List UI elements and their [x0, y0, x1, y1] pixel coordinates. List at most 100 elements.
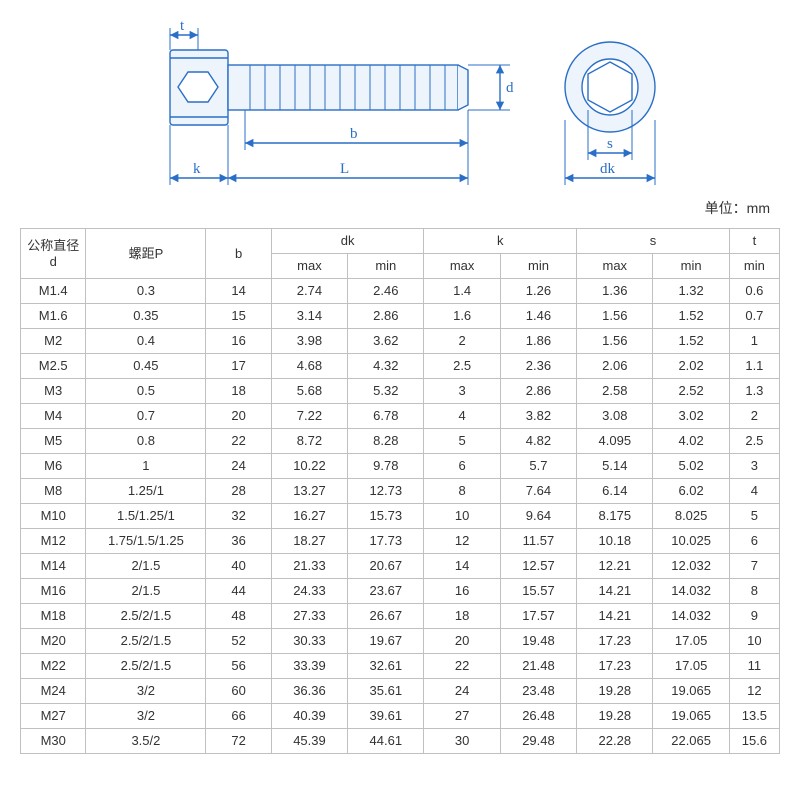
table-cell: 1.46	[500, 304, 576, 329]
table-cell: 2.58	[577, 379, 653, 404]
table-cell: 17.05	[653, 629, 729, 654]
table-row: M273/26640.3939.612726.4819.2819.06513.5	[21, 704, 780, 729]
table-cell: 4.095	[577, 429, 653, 454]
table-cell: 1.52	[653, 329, 729, 354]
table-cell: 1.4	[424, 279, 500, 304]
col-header-dk-min: min	[348, 254, 424, 279]
table-cell: 29.48	[500, 729, 576, 754]
table-cell: 20.67	[348, 554, 424, 579]
col-header-p: 螺距P	[86, 229, 206, 279]
table-cell: 52	[206, 629, 271, 654]
table-cell: 13.27	[271, 479, 347, 504]
table-cell: 12	[424, 529, 500, 554]
table-cell: M10	[21, 504, 86, 529]
table-cell: 2/1.5	[86, 554, 206, 579]
unit-label: 单位：mm	[705, 198, 770, 218]
table-cell: 30	[424, 729, 500, 754]
table-cell: 16	[206, 329, 271, 354]
table-cell: M5	[21, 429, 86, 454]
table-row: M222.5/2/1.55633.3932.612221.4817.2317.0…	[21, 654, 780, 679]
table-cell: 11	[729, 654, 779, 679]
table-cell: 7	[729, 554, 779, 579]
table-cell: 26.67	[348, 604, 424, 629]
table-cell: 23.67	[348, 579, 424, 604]
table-cell: 2.74	[271, 279, 347, 304]
col-header-s-max: max	[577, 254, 653, 279]
table-cell: 14	[424, 554, 500, 579]
table-cell: 2.06	[577, 354, 653, 379]
table-cell: 35.61	[348, 679, 424, 704]
table-cell: 2.46	[348, 279, 424, 304]
table-cell: 12.57	[500, 554, 576, 579]
table-row: M20.4163.983.6221.861.561.521	[21, 329, 780, 354]
table-cell: 40.39	[271, 704, 347, 729]
table-cell: 4	[424, 404, 500, 429]
table-header-row-1: 公称直径d 螺距P b dk k s t	[21, 229, 780, 254]
table-cell: 21.48	[500, 654, 576, 679]
table-cell: 3.82	[500, 404, 576, 429]
table-cell: 1.36	[577, 279, 653, 304]
table-row: M81.25/12813.2712.7387.646.146.024	[21, 479, 780, 504]
table-row: M162/1.54424.3323.671615.5714.2114.0328	[21, 579, 780, 604]
table-cell: 18	[424, 604, 500, 629]
col-header-s-min: min	[653, 254, 729, 279]
table-cell: 4.32	[348, 354, 424, 379]
table-cell: 2.52	[653, 379, 729, 404]
table-cell: 12.032	[653, 554, 729, 579]
table-cell: 2.5/2/1.5	[86, 604, 206, 629]
table-cell: 13.5	[729, 704, 779, 729]
table-cell: M4	[21, 404, 86, 429]
table-cell: 32.61	[348, 654, 424, 679]
table-cell: 8	[424, 479, 500, 504]
table-row: M1.40.3142.742.461.41.261.361.320.6	[21, 279, 780, 304]
table-cell: 19.065	[653, 679, 729, 704]
col-header-k-min: min	[500, 254, 576, 279]
col-header-k: k	[424, 229, 577, 254]
table-cell: 3	[729, 454, 779, 479]
table-cell: 12.21	[577, 554, 653, 579]
table-cell: M18	[21, 604, 86, 629]
table-cell: 2.02	[653, 354, 729, 379]
table-cell: 0.5	[86, 379, 206, 404]
table-cell: 18.27	[271, 529, 347, 554]
table-cell: 5.7	[500, 454, 576, 479]
table-cell: 33.39	[271, 654, 347, 679]
col-header-dk: dk	[271, 229, 424, 254]
table-cell: 1.52	[653, 304, 729, 329]
table-cell: 17.23	[577, 654, 653, 679]
table-cell: 5	[729, 504, 779, 529]
table-cell: 15.73	[348, 504, 424, 529]
table-cell: 4.02	[653, 429, 729, 454]
table-cell: 0.6	[729, 279, 779, 304]
table-cell: 14.21	[577, 604, 653, 629]
table-cell: 5	[424, 429, 500, 454]
table-cell: M1.6	[21, 304, 86, 329]
table-cell: 19.67	[348, 629, 424, 654]
table-cell: 17	[206, 354, 271, 379]
table-cell: 10	[729, 629, 779, 654]
table-cell: 32	[206, 504, 271, 529]
table-cell: 24.33	[271, 579, 347, 604]
table-cell: 3.02	[653, 404, 729, 429]
table-cell: 18	[206, 379, 271, 404]
table-cell: 8.175	[577, 504, 653, 529]
table-cell: 2	[424, 329, 500, 354]
table-cell: 12.73	[348, 479, 424, 504]
table-cell: 3.62	[348, 329, 424, 354]
table-cell: 66	[206, 704, 271, 729]
table-cell: 28	[206, 479, 271, 504]
table-cell: M12	[21, 529, 86, 554]
diagram-label-k: k	[193, 161, 201, 177]
table-cell: 14.032	[653, 579, 729, 604]
table-cell: 1.86	[500, 329, 576, 354]
table-cell: 12	[729, 679, 779, 704]
table-cell: 15.57	[500, 579, 576, 604]
table-row: M50.8228.728.2854.824.0954.022.5	[21, 429, 780, 454]
table-cell: 60	[206, 679, 271, 704]
table-cell: 30.33	[271, 629, 347, 654]
table-cell: M20	[21, 629, 86, 654]
spec-table: 公称直径d 螺距P b dk k s t max min max min max…	[20, 228, 780, 754]
col-header-k-max: max	[424, 254, 500, 279]
table-cell: 6.02	[653, 479, 729, 504]
table-cell: 22	[424, 654, 500, 679]
